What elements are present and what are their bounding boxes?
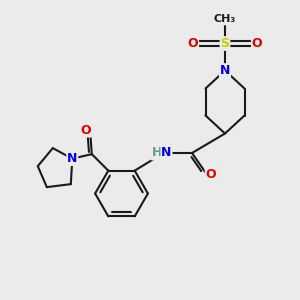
Text: N: N	[220, 64, 230, 77]
Text: O: O	[188, 37, 198, 50]
Text: S: S	[220, 37, 230, 50]
Text: O: O	[252, 37, 262, 50]
Text: O: O	[80, 124, 91, 136]
Text: N: N	[67, 152, 77, 165]
Text: N: N	[161, 146, 172, 160]
Text: CH₃: CH₃	[214, 14, 236, 25]
Text: H: H	[152, 146, 162, 160]
Text: O: O	[206, 167, 216, 181]
